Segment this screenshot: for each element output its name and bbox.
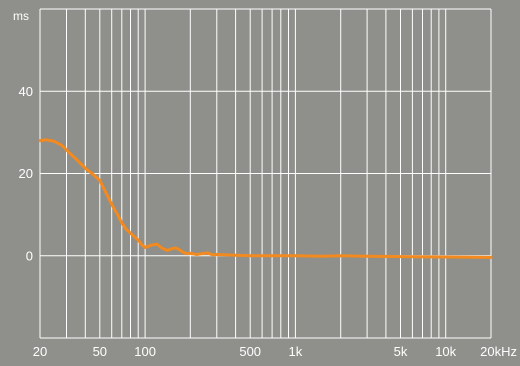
y-unit-label: ms bbox=[13, 9, 29, 23]
y-tick-label: 0 bbox=[26, 248, 33, 263]
series-layer bbox=[38, 138, 493, 259]
x-tick-label: 20 bbox=[33, 344, 47, 359]
x-tick-label: 1k bbox=[289, 344, 303, 359]
grid bbox=[39, 8, 492, 339]
x-tick-label: 5k bbox=[394, 344, 408, 359]
x-tick-label: 10k bbox=[435, 344, 456, 359]
x-tick-label: 100 bbox=[134, 344, 156, 359]
y-tick-label: 20 bbox=[19, 166, 33, 181]
y-tick-label: 40 bbox=[19, 84, 33, 99]
x-tick-label: 50 bbox=[93, 344, 107, 359]
x-tick-label: 20kHz bbox=[480, 344, 517, 359]
x-tick-label: 500 bbox=[239, 344, 261, 359]
tick-labels: ms 20 50 100 500 1k 5k 10k 20kHz 0 20 40 bbox=[13, 9, 517, 359]
series-line bbox=[38, 138, 493, 259]
